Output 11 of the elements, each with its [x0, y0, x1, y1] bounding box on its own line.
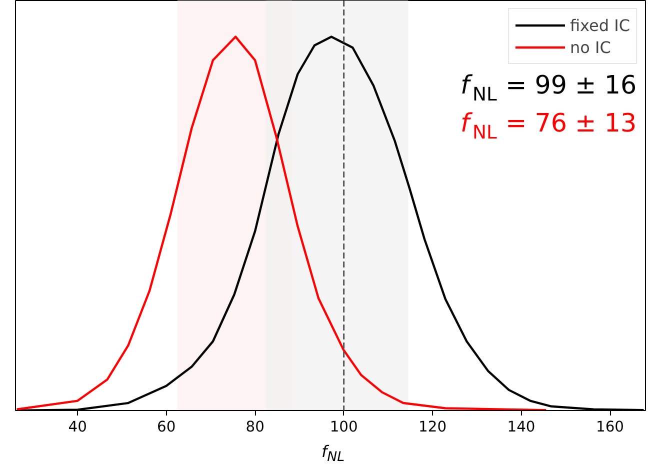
legend-label: fixed IC — [570, 16, 630, 34]
x-tick-label: 80 — [246, 418, 264, 436]
x-tick-label: 120 — [418, 418, 447, 436]
text: f$_{NL}$ — [321, 442, 345, 466]
x-tick-label: 100 — [330, 418, 358, 436]
x-tick-label: 60 — [157, 418, 176, 436]
x-tick-label: 160 — [596, 418, 624, 436]
legend-label: no IC — [570, 38, 611, 56]
text: = 99 ± 16 — [506, 70, 637, 100]
x-tick-label: 140 — [507, 418, 536, 436]
x-tick-label: 40 — [68, 418, 87, 436]
